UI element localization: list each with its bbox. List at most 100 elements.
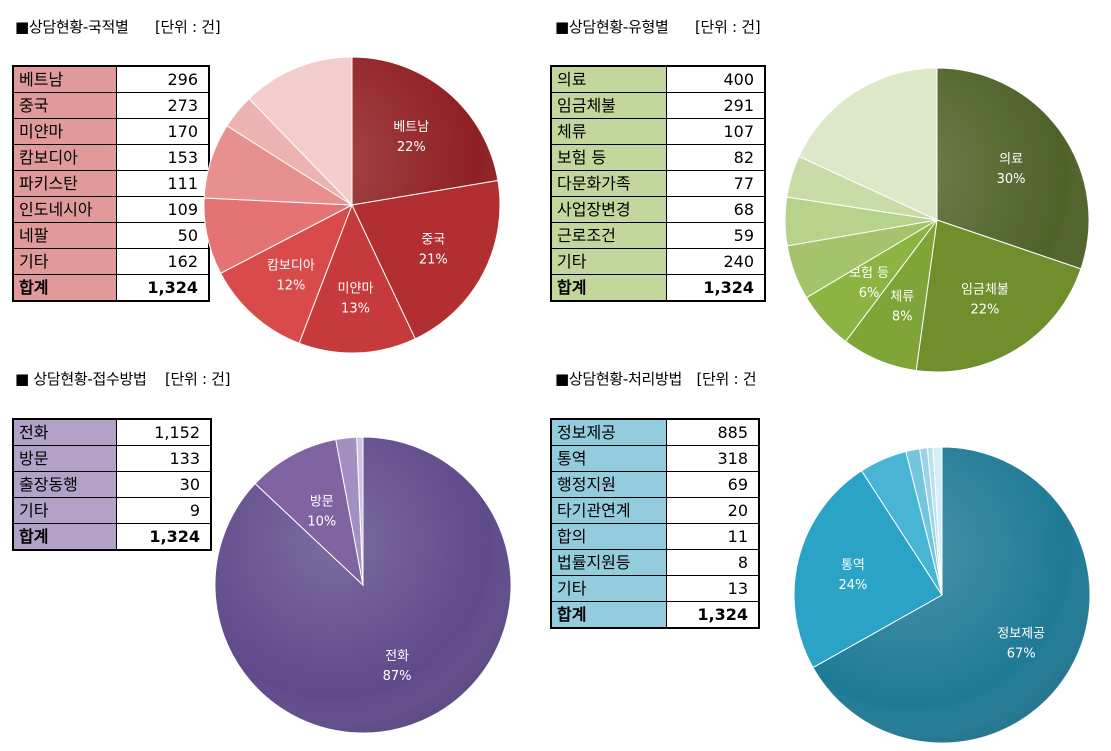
pie-slice: [798, 67, 938, 221]
table-row: 사업장변경 68: [550, 196, 766, 223]
slice-percent-label: 21%: [419, 253, 448, 268]
row-value: 68: [666, 196, 766, 223]
row-label: 합계: [12, 523, 117, 551]
pie-slice: [932, 446, 943, 596]
row-label: 근로조건: [550, 222, 667, 249]
row-label: 의료: [550, 65, 667, 93]
pie-slice: [254, 438, 364, 587]
table-row: 기타 162: [12, 248, 210, 275]
slice-label: 방문: [310, 495, 334, 510]
slice-label: 전화: [385, 649, 409, 664]
table-row: 파키스탄 111: [12, 170, 210, 197]
row-label: 합의: [550, 523, 667, 550]
row-value: 13: [666, 575, 760, 602]
title-text: ■상담현황-처리방법: [555, 370, 682, 388]
table-row: 근로조건 59: [550, 222, 766, 249]
row-value: 9: [116, 497, 212, 524]
row-value: 8: [666, 549, 760, 576]
slice-label: 베트남: [393, 120, 429, 135]
row-label: 합계: [12, 274, 117, 302]
row-label: 기타: [12, 248, 117, 275]
slice-label: 통역: [841, 558, 865, 573]
table-row: 기타 13: [550, 575, 760, 602]
row-value: 111: [116, 170, 210, 197]
row-label: 임금체불: [550, 92, 667, 119]
slice-percent-label: 10%: [307, 515, 336, 530]
table-nationality: 베트남 296 중국 273 미얀마 170 캄보디아 153 파키스탄 111 인도네시아 109 네…: [12, 65, 210, 302]
slice-label: 체류: [890, 289, 914, 304]
table-row: 보험 등 82: [550, 144, 766, 171]
table-total-row: 합계 1,324: [550, 601, 760, 629]
row-value: 77: [666, 170, 766, 197]
row-value: 20: [666, 497, 760, 524]
row-value: 885: [666, 418, 760, 446]
row-value: 59: [666, 222, 766, 249]
table-row: 베트남 296: [12, 65, 210, 93]
row-label: 합계: [550, 274, 667, 302]
pie-slice: [298, 203, 416, 354]
slice-label: 의료: [999, 152, 1023, 167]
table-row: 다문화가족 77: [550, 170, 766, 197]
table-row: 기타 240: [550, 248, 766, 275]
row-value: 82: [666, 144, 766, 171]
unit-text: [단위 : 건: [696, 370, 757, 388]
pie-slice: [248, 56, 353, 207]
table-handling: 정보제공 885 통역 318 행정지원 69 타기관연계 20 합의 11 법률지원등 8 기타 13 합…: [550, 418, 760, 629]
row-value: 273: [116, 92, 210, 119]
table-row: 타기관연계 20: [550, 497, 760, 524]
slice-percent-label: 6%: [859, 286, 880, 301]
row-label: 법률지원등: [550, 549, 667, 576]
table-channel: 전화 1,152 방문 133 출장동행 30 기타 9 합계 1,324: [12, 418, 212, 551]
table-row: 미얀마 170: [12, 118, 210, 145]
table-row: 행정지원 69: [550, 471, 760, 498]
row-label: 캄보디아: [12, 144, 117, 171]
row-value: 30: [116, 471, 212, 498]
table-row: 인도네시아 109: [12, 196, 210, 223]
table-row: 전화 1,152: [12, 418, 212, 446]
table-total-row: 합계 1,324: [550, 274, 766, 302]
row-label: 미얀마: [12, 118, 117, 145]
slice-label: 미얀마: [338, 282, 374, 297]
pie-slice: [351, 179, 501, 340]
row-label: 타기관연계: [550, 497, 667, 524]
slice-percent-label: 12%: [276, 279, 305, 294]
table-row: 통역 318: [550, 445, 760, 472]
table-row: 법률지원등 8: [550, 549, 760, 576]
panel-title-nationality: ■상담현황-국적별 [단위 : 건]: [15, 16, 221, 37]
table-total-row: 합계 1,324: [12, 274, 210, 302]
pie-chart-handling: 정보제공 67% 통역 24%: [793, 446, 1091, 744]
row-value: 162: [116, 248, 210, 275]
row-value: 1,324: [666, 601, 760, 629]
row-value: 109: [116, 196, 210, 223]
table-row: 출장동행 30: [12, 471, 212, 498]
row-label: 다문화가족: [550, 170, 667, 197]
row-value: 153: [116, 144, 210, 171]
table-row: 네팔 50: [12, 222, 210, 249]
table-row: 방문 133: [12, 445, 212, 472]
row-label: 네팔: [12, 222, 117, 249]
table-row: 임금체불 291: [550, 92, 766, 119]
row-value: 240: [666, 248, 766, 275]
table-row: 합의 11: [550, 523, 760, 550]
row-label: 체류: [550, 118, 667, 145]
row-label: 출장동행: [12, 471, 117, 498]
row-value: 170: [116, 118, 210, 145]
slice-percent-label: 22%: [970, 303, 999, 318]
row-label: 합계: [550, 601, 667, 629]
slice-label: 중국: [421, 233, 445, 248]
table-type: 의료 400 임금체불 291 체류 107 보험 등 82 다문화가족 77 사업장변경 68 근로조…: [550, 65, 766, 302]
row-label: 기타: [550, 248, 667, 275]
row-value: 69: [666, 471, 760, 498]
title-text: ■ 상담현황-접수방법: [15, 370, 147, 388]
slice-label: 임금체불: [961, 283, 1009, 298]
slice-percent-label: 30%: [997, 172, 1026, 187]
unit-text: [단위 : 건]: [164, 370, 231, 388]
slice-percent-label: 13%: [341, 302, 370, 317]
row-value: 296: [116, 65, 210, 93]
row-value: 1,152: [116, 418, 212, 446]
row-label: 보험 등: [550, 144, 667, 171]
row-label: 행정지원: [550, 471, 667, 498]
pie-chart-channel: 전화 87% 방문 10%: [214, 436, 512, 734]
pie-slice: [220, 203, 353, 344]
slice-percent-label: 8%: [892, 309, 913, 324]
